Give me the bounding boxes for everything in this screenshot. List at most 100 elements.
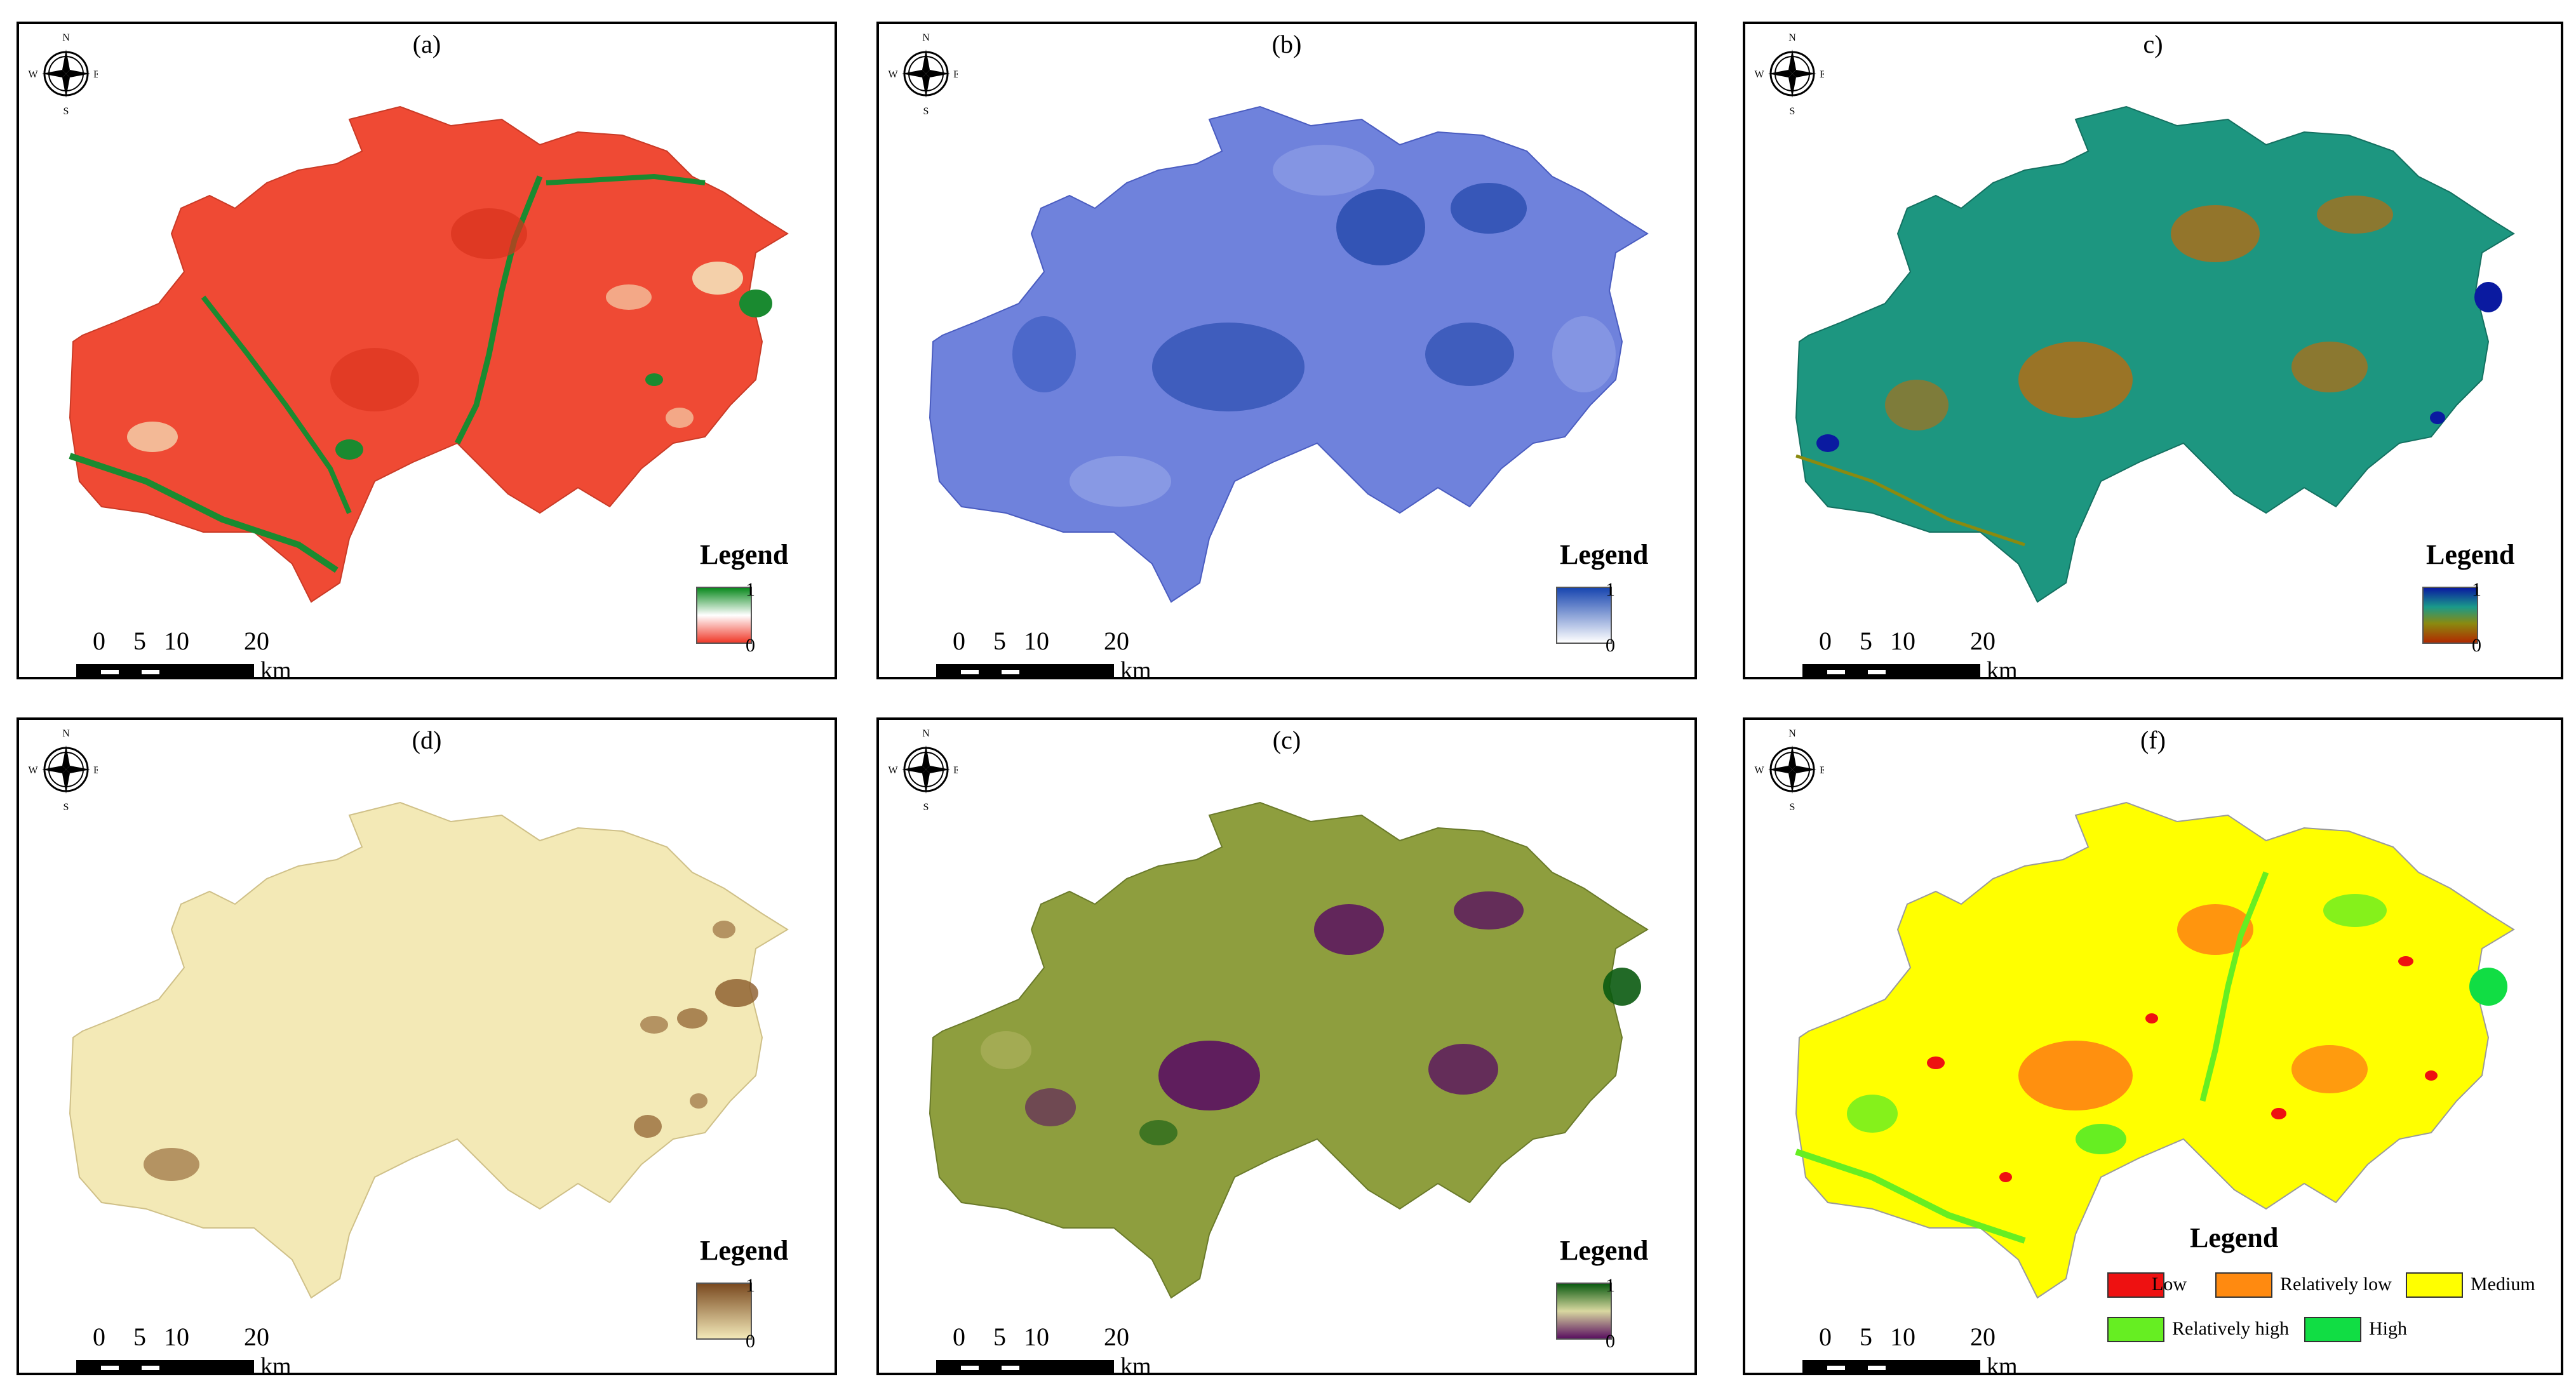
category-legend: Low Relatively low Medium Relatively hig… [2107,1272,2552,1349]
panel-label: (c) [1272,726,1301,754]
scale-unit: km [260,657,292,679]
compass-w-label: W [1754,765,1764,776]
scale-tick: 10 [1890,1323,1915,1351]
compass-rose-icon: N S W E [888,728,958,813]
compass-rose-icon: N S W E [28,32,98,117]
compass-n-label: N [62,728,70,739]
legend-title: Legend [2190,1222,2279,1253]
scale-unit: km [260,1353,292,1375]
scale-unit: km [1987,1353,2018,1375]
legend-swatch [2215,1272,2272,1298]
scale-tick: 0 [1819,627,1832,655]
scale-tick: 20 [244,1323,269,1351]
compass-w-label: W [888,765,898,776]
scale-bar: 0 5 10 20 km [936,1322,1177,1375]
scale-unit: km [1120,657,1151,679]
scale-tick: 0 [93,1323,105,1351]
study-area-map [929,106,1648,603]
scale-tick: 10 [1024,627,1049,655]
scale-bar: 0 5 10 20 km [936,626,1177,679]
legend-color-ramp [1556,587,1612,644]
compass-s-label: S [1790,106,1795,117]
study-area-map [69,802,788,1298]
study-area-map [1795,802,2514,1298]
map-panel-d: (d) N S W E Legend 1 0 0 5 10 20 km [17,717,837,1375]
legend-max-value: 1 [1606,1275,1615,1296]
legend-min-value: 0 [2472,635,2481,656]
panel-label: (f) [2140,726,2166,754]
legend-title: Legend [700,539,789,570]
scale-tick: 20 [1104,627,1129,655]
scale-tick: 5 [133,627,146,655]
compass-e-label: E [1820,765,1824,776]
scale-tick: 10 [164,627,189,655]
legend-title: Legend [1560,1235,1649,1266]
compass-e-label: E [953,765,958,776]
legend-label: Medium [2471,1274,2535,1295]
legend-label: High [2369,1318,2407,1339]
legend-min-value: 0 [746,635,755,656]
scale-tick: 5 [993,1323,1006,1351]
legend-label: Relatively low [2280,1274,2392,1295]
legend-title: Legend [700,1235,789,1266]
legend-title: Legend [2426,539,2515,570]
scale-tick: 5 [133,1323,146,1351]
compass-rose-icon: N S W E [888,32,958,117]
legend-max-value: 1 [746,579,755,600]
compass-n-label: N [62,32,70,43]
scale-tick: 20 [244,627,269,655]
study-area-map [929,802,1648,1298]
legend-color-ramp [696,1283,752,1340]
scale-tick: 0 [1819,1323,1832,1351]
map-panel-a: (a) N S W E Legend 1 0 0 5 10 20 km [17,22,837,679]
legend-max-value: 1 [1606,579,1615,600]
scale-tick: 5 [993,627,1006,655]
scale-tick: 5 [1860,627,1872,655]
map-panel-f: (f) N S W E Legend Low Rel [1743,717,2563,1375]
compass-s-label: S [1790,802,1795,813]
compass-s-label: S [923,106,929,117]
legend-label: Low [2152,1274,2187,1295]
map-panel-c: c) N S W E Legend 1 0 0 5 10 20 km [1743,22,2563,679]
scale-bar: 0 5 10 20 km [1802,1322,2044,1375]
compass-n-label: N [1788,32,1796,43]
compass-w-label: W [888,69,898,80]
study-area-map [1795,106,2514,603]
scale-unit: km [1987,657,2018,679]
compass-s-label: S [64,106,69,117]
compass-n-label: N [922,728,930,739]
compass-w-label: W [1754,69,1764,80]
legend-swatch [2406,1272,2463,1298]
compass-s-label: S [923,802,929,813]
compass-w-label: W [28,69,38,80]
legend-swatch [2304,1317,2361,1342]
legend-label: Relatively high [2172,1318,2290,1339]
compass-w-label: W [28,765,38,776]
legend-color-ramp [696,587,752,644]
scale-tick: 20 [1970,627,1996,655]
compass-n-label: N [1788,728,1796,739]
study-area-map [69,106,788,603]
compass-rose-icon: N S W E [1754,32,1824,117]
scale-bar: 0 5 10 20 km [76,1322,318,1375]
legend-color-ramp [1556,1283,1612,1340]
legend-title: Legend [1560,539,1649,570]
scale-tick: 20 [1970,1323,1996,1351]
scale-unit: km [1120,1353,1151,1375]
compass-rose-icon: N S W E [28,728,98,813]
panel-label: c) [2143,30,2163,58]
panel-label: (b) [1271,30,1302,58]
scale-tick: 0 [953,1323,965,1351]
scale-tick: 10 [164,1323,189,1351]
legend-swatch [2107,1317,2164,1342]
legend-min-value: 0 [746,1331,755,1352]
compass-n-label: N [922,32,930,43]
compass-rose-icon: N S W E [1754,728,1824,813]
legend-swatch [2107,1272,2164,1298]
scale-bar: 0 5 10 20 km [76,626,318,679]
legend-color-ramp [2422,587,2478,644]
legend-min-value: 0 [1606,635,1615,656]
scale-tick: 20 [1104,1323,1129,1351]
scale-tick: 0 [953,627,965,655]
panel-label: (a) [412,30,441,58]
